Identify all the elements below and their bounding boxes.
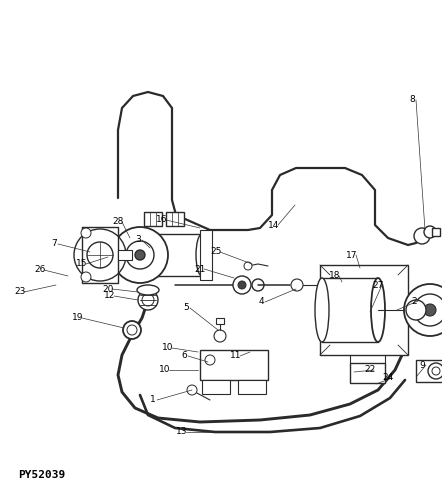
Circle shape [214,330,226,342]
Text: 11: 11 [230,352,242,360]
Circle shape [406,300,426,320]
Circle shape [81,272,91,282]
Ellipse shape [196,234,208,276]
Circle shape [414,228,430,244]
Circle shape [135,250,145,260]
Circle shape [87,242,113,268]
Text: 4: 4 [258,298,264,306]
Circle shape [428,363,442,379]
Circle shape [404,284,442,336]
Bar [416,360,442,382]
Bar [322,278,378,342]
Circle shape [205,355,215,365]
Circle shape [414,294,442,326]
Text: 5: 5 [183,304,189,312]
Text: 18: 18 [329,272,341,280]
Circle shape [291,279,303,291]
Circle shape [126,241,154,269]
Bar [200,350,268,380]
Bar [144,212,162,226]
Ellipse shape [137,285,159,295]
Bar [432,228,440,236]
Text: 8: 8 [409,96,415,104]
Circle shape [74,229,126,281]
Circle shape [81,228,91,238]
Text: 1: 1 [150,396,156,404]
Text: 25: 25 [210,248,222,256]
Circle shape [424,304,436,316]
Text: 14: 14 [268,220,280,230]
Text: 24: 24 [382,374,394,382]
Text: PY52039: PY52039 [18,470,65,480]
Bar [216,318,224,324]
Circle shape [244,262,252,270]
Text: 16: 16 [156,216,168,224]
Bar [200,230,212,280]
Text: 21: 21 [194,264,206,274]
Bar [118,250,132,260]
Text: 17: 17 [346,250,358,260]
Text: 3: 3 [135,236,141,244]
Bar [166,212,184,226]
Bar [238,380,266,394]
Circle shape [432,367,440,375]
Text: 23: 23 [14,288,26,296]
Text: 26: 26 [34,266,46,274]
Text: 12: 12 [104,292,116,300]
Ellipse shape [315,278,329,342]
Circle shape [127,325,137,335]
Text: 9: 9 [419,360,425,370]
Bar [130,234,202,276]
Circle shape [123,321,141,339]
Text: 7: 7 [51,240,57,248]
Text: 19: 19 [72,314,84,322]
Circle shape [233,276,251,294]
Bar [202,380,230,394]
Bar [320,265,408,355]
Text: 28: 28 [112,218,124,226]
Text: 15: 15 [76,260,88,268]
Text: 27: 27 [372,280,384,289]
Circle shape [187,385,197,395]
Text: 2: 2 [411,296,417,306]
Ellipse shape [371,278,385,342]
Bar [350,363,385,383]
Text: 10: 10 [159,366,171,374]
Text: 10: 10 [162,344,174,352]
Circle shape [142,294,154,306]
Circle shape [238,281,246,289]
Circle shape [252,279,264,291]
Text: 22: 22 [364,366,376,374]
Circle shape [138,290,158,310]
Text: 20: 20 [102,284,114,294]
Text: 13: 13 [176,428,188,436]
Circle shape [424,226,436,238]
Text: 6: 6 [181,352,187,360]
Circle shape [112,227,168,283]
